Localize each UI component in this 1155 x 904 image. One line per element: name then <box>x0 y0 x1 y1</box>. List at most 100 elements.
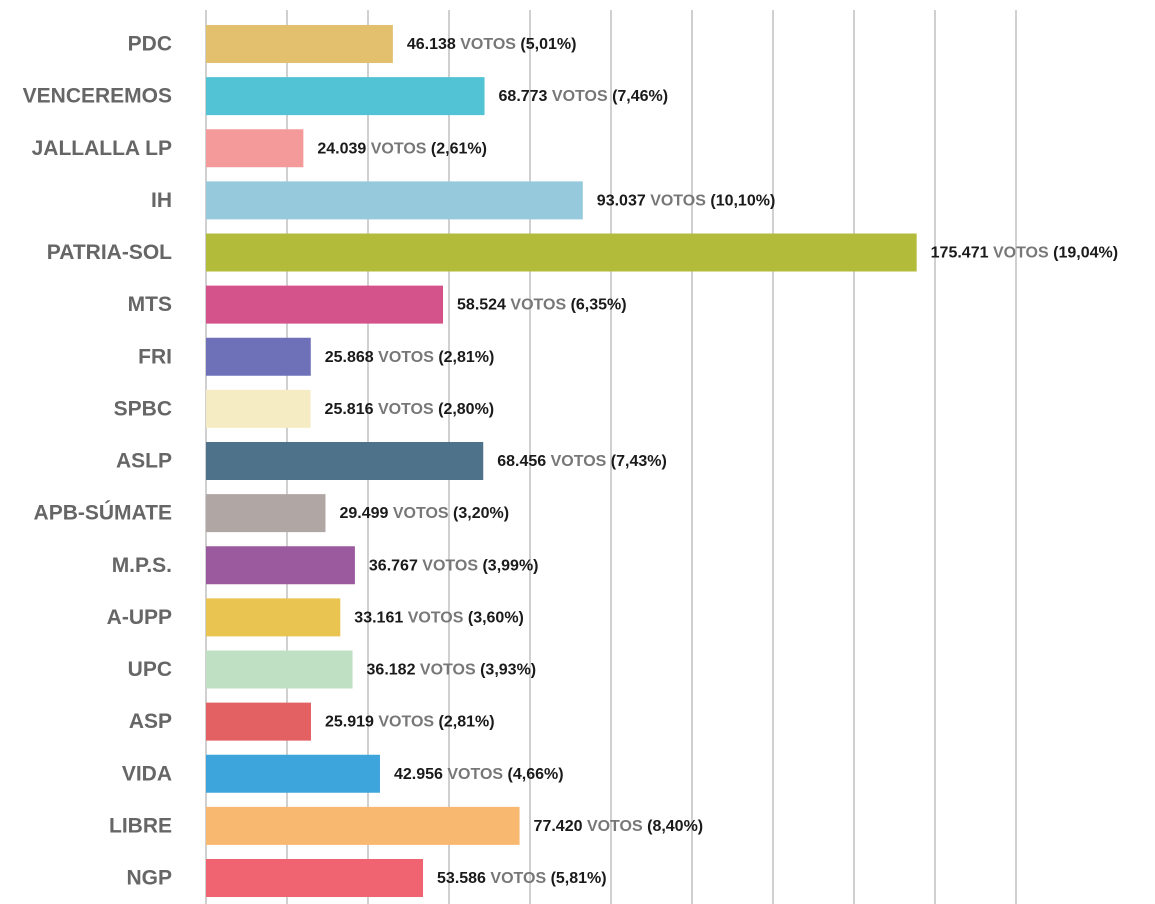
bar <box>206 337 311 376</box>
category-label: ASP <box>129 710 172 733</box>
vote-count: 25.919 <box>325 714 374 731</box>
percent-label: (10,10%) <box>710 193 775 210</box>
unit-label: VOTOS <box>422 557 478 574</box>
unit-label: VOTOS <box>993 245 1049 262</box>
percent-label: (3,60%) <box>468 610 524 627</box>
value-label: 25.816 VOTOS (2,80%) <box>325 401 495 418</box>
vote-count: 42.956 <box>394 766 443 783</box>
bar <box>206 598 341 637</box>
value-label: 46.138 VOTOS (5,01%) <box>407 36 577 53</box>
category-label: ASLP <box>116 450 172 473</box>
bar <box>206 25 393 63</box>
value-label: 29.499 VOTOS (3,20%) <box>339 505 509 522</box>
percent-label: (7,46%) <box>612 88 668 105</box>
vote-count: 36.182 <box>367 662 416 679</box>
vote-count: 46.138 <box>407 36 456 53</box>
percent-label: (7,43%) <box>611 453 667 470</box>
value-label: 42.956 VOTOS (4,66%) <box>394 766 564 783</box>
unit-label: VOTOS <box>490 870 546 887</box>
bar <box>206 129 304 168</box>
bar <box>206 285 444 324</box>
percent-label: (3,20%) <box>453 505 509 522</box>
category-label: PATRIA-SOL <box>47 241 172 264</box>
vote-count: 33.161 <box>354 610 403 627</box>
bar <box>206 702 311 741</box>
percent-label: (2,80%) <box>438 401 494 418</box>
unit-label: VOTOS <box>460 36 516 53</box>
category-label: MTS <box>128 293 172 316</box>
percent-label: (19,04%) <box>1053 245 1118 262</box>
unit-label: VOTOS <box>420 662 476 679</box>
vote-count: 36.767 <box>369 557 418 574</box>
vote-count: 68.773 <box>499 88 548 105</box>
percent-label: (2,61%) <box>431 140 487 157</box>
percent-label: (6,35%) <box>571 297 627 314</box>
category-label: LIBRE <box>109 814 172 837</box>
vote-count: 25.868 <box>325 349 374 366</box>
unit-label: VOTOS <box>408 610 464 627</box>
vote-count: 25.816 <box>325 401 374 418</box>
category-label: VIDA <box>122 762 172 785</box>
category-label: UPC <box>128 658 172 681</box>
value-label: 68.456 VOTOS (7,43%) <box>497 453 667 470</box>
percent-label: (3,99%) <box>482 557 538 574</box>
category-label: APB-SÚMATE <box>34 501 172 525</box>
percent-label: (2,81%) <box>438 349 494 366</box>
unit-label: VOTOS <box>650 193 706 210</box>
vote-count: 24.039 <box>317 140 366 157</box>
vote-count: 175.471 <box>931 245 989 262</box>
vote-count: 53.586 <box>437 870 486 887</box>
value-label: 58.524 VOTOS (6,35%) <box>457 297 627 314</box>
vote-count: 58.524 <box>457 297 506 314</box>
bar <box>206 389 311 428</box>
value-label: 25.919 VOTOS (2,81%) <box>325 714 495 731</box>
percent-label: (4,66%) <box>508 766 564 783</box>
percent-label: (3,93%) <box>480 662 536 679</box>
category-label: VENCEREMOS <box>23 85 172 108</box>
bar <box>206 754 380 793</box>
bar <box>206 546 355 585</box>
category-label: SPBC <box>114 397 172 420</box>
percent-label: (5,01%) <box>520 36 576 53</box>
value-label: 36.182 VOTOS (3,93%) <box>367 662 537 679</box>
value-label: 24.039 VOTOS (2,61%) <box>317 140 487 157</box>
unit-label: VOTOS <box>378 349 434 366</box>
category-label: M.P.S. <box>112 554 172 577</box>
bar <box>206 77 485 116</box>
value-label: 36.767 VOTOS (3,99%) <box>369 557 539 574</box>
vote-count: 77.420 <box>534 818 583 835</box>
value-label: 53.586 VOTOS (5,81%) <box>437 870 607 887</box>
bar <box>206 859 424 897</box>
vote-count: 68.456 <box>497 453 546 470</box>
value-label: 33.161 VOTOS (3,60%) <box>354 610 524 627</box>
category-label: NGP <box>126 867 172 890</box>
category-label: A-UPP <box>107 606 172 629</box>
category-label: PDC <box>128 33 172 56</box>
value-label: 68.773 VOTOS (7,46%) <box>499 88 669 105</box>
bar <box>206 181 583 220</box>
category-label: FRI <box>138 345 172 368</box>
unit-label: VOTOS <box>378 401 434 418</box>
bar <box>206 442 484 480</box>
unit-label: VOTOS <box>371 140 427 157</box>
unit-label: VOTOS <box>447 766 503 783</box>
unit-label: VOTOS <box>552 88 608 105</box>
vote-count: 29.499 <box>339 505 388 522</box>
value-label: 175.471 VOTOS (19,04%) <box>931 245 1118 262</box>
bar <box>206 233 917 272</box>
unit-label: VOTOS <box>378 714 434 731</box>
category-label: JALLALLA LP <box>32 137 172 160</box>
unit-label: VOTOS <box>587 818 643 835</box>
vote-count: 93.037 <box>597 193 646 210</box>
category-label: IH <box>151 189 172 212</box>
percent-label: (5,81%) <box>551 870 607 887</box>
percent-label: (8,40%) <box>647 818 703 835</box>
bar <box>206 494 326 533</box>
value-label: 77.420 VOTOS (8,40%) <box>534 818 704 835</box>
bar <box>206 650 353 689</box>
unit-label: VOTOS <box>393 505 449 522</box>
bar <box>206 806 520 845</box>
value-label: 25.868 VOTOS (2,81%) <box>325 349 495 366</box>
unit-label: VOTOS <box>551 453 607 470</box>
